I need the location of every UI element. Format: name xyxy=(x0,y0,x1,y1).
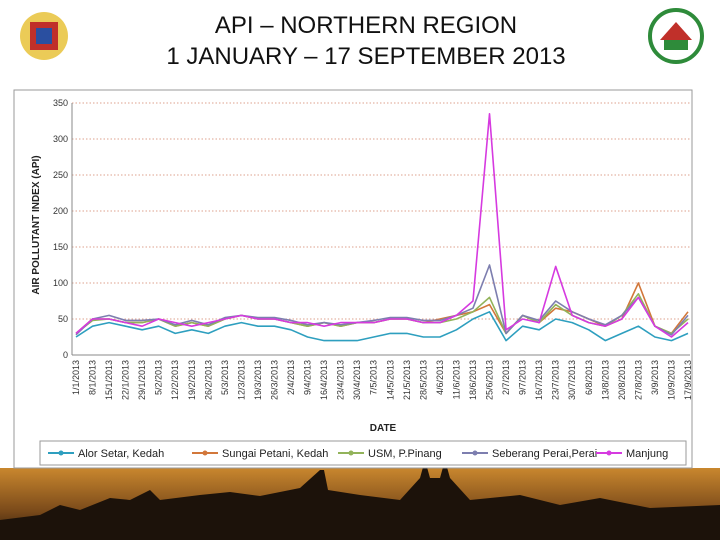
x-tick-label: 19/2/2013 xyxy=(187,360,197,400)
x-tick-label: 6/8/2013 xyxy=(584,360,594,395)
x-tick-label: 26/2/2013 xyxy=(203,360,213,400)
x-tick-label: 21/5/2013 xyxy=(402,360,412,400)
legend-marker xyxy=(348,450,354,456)
x-tick-label: 7/5/2013 xyxy=(369,360,379,395)
x-tick-label: 13/8/2013 xyxy=(600,360,610,400)
x-tick-label: 25/6/2013 xyxy=(485,360,495,400)
x-tick-label: 20/8/2013 xyxy=(617,360,627,400)
x-tick-label: 10/9/2013 xyxy=(666,360,676,400)
x-tick-label: 8/1/2013 xyxy=(88,360,98,395)
y-tick-label: 300 xyxy=(53,134,68,144)
y-tick-label: 150 xyxy=(53,242,68,252)
x-tick-label: 17/9/2013 xyxy=(683,360,693,400)
x-tick-label: 22/1/2013 xyxy=(121,360,131,400)
y-tick-label: 200 xyxy=(53,206,68,216)
chart-title: API – NORTHERN REGION xyxy=(215,12,517,39)
legend-marker xyxy=(58,450,64,456)
x-tick-label: 9/7/2013 xyxy=(518,360,528,395)
x-tick-label: 29/1/2013 xyxy=(137,360,147,400)
x-tick-label: 1/1/2013 xyxy=(71,360,81,395)
right-logo xyxy=(648,8,704,64)
x-tick-label: 16/7/2013 xyxy=(534,360,544,400)
x-tick-label: 30/7/2013 xyxy=(567,360,577,400)
x-tick-label: 11/6/2013 xyxy=(451,360,461,399)
x-tick-label: 5/3/2013 xyxy=(220,360,230,395)
x-tick-label: 26/3/2013 xyxy=(269,360,279,400)
y-tick-label: 100 xyxy=(53,278,68,288)
x-tick-label: 4/6/2013 xyxy=(435,360,445,395)
skyline-silhouette xyxy=(0,460,720,540)
legend-label: Alor Setar, Kedah xyxy=(78,448,164,460)
legend-marker xyxy=(472,450,478,456)
x-tick-label: 3/9/2013 xyxy=(650,360,660,395)
x-tick-label: 14/5/2013 xyxy=(385,360,395,400)
x-tick-label: 30/4/2013 xyxy=(352,360,362,400)
x-tick-label: 23/7/2013 xyxy=(551,360,561,400)
left-logo xyxy=(20,12,68,60)
y-tick-label: 250 xyxy=(53,170,68,180)
legend-label: Sungai Petani, Kedah xyxy=(222,448,328,460)
x-tick-label: 18/6/2013 xyxy=(468,360,478,400)
y-tick-label: 0 xyxy=(63,350,68,360)
x-tick-label: 23/4/2013 xyxy=(336,360,346,400)
series-line xyxy=(75,264,689,336)
y-tick-label: 50 xyxy=(58,314,68,324)
series-line xyxy=(75,310,689,342)
chart-frame xyxy=(13,89,693,469)
x-tick-label: 16/4/2013 xyxy=(319,360,329,400)
y-axis-title: AIR POLLUTANT INDEX (API) xyxy=(31,155,42,294)
series-line xyxy=(75,113,689,338)
x-tick-label: 9/4/2013 xyxy=(303,360,313,395)
legend-marker xyxy=(606,450,612,456)
legend-label: Manjung xyxy=(626,448,668,460)
x-tick-label: 12/3/2013 xyxy=(236,360,246,400)
x-tick-label: 15/1/2013 xyxy=(104,360,114,400)
x-tick-label: 2/7/2013 xyxy=(501,360,511,395)
chart-subtitle: 1 JANUARY – 17 SEPTEMBER 2013 xyxy=(166,43,565,70)
x-tick-label: 19/3/2013 xyxy=(253,360,263,400)
legend-label: USM, P.Pinang xyxy=(368,448,442,460)
y-tick-label: 350 xyxy=(53,98,68,108)
x-tick-label: 27/8/2013 xyxy=(633,360,643,400)
x-tick-label: 28/5/2013 xyxy=(418,360,428,400)
x-axis-title: DATE xyxy=(370,423,397,434)
x-tick-label: 2/4/2013 xyxy=(286,360,296,395)
x-tick-label: 5/2/2013 xyxy=(154,360,164,395)
x-tick-label: 12/2/2013 xyxy=(170,360,180,400)
legend-marker xyxy=(202,450,208,456)
legend-label: Seberang Perai,Perai xyxy=(492,448,597,460)
